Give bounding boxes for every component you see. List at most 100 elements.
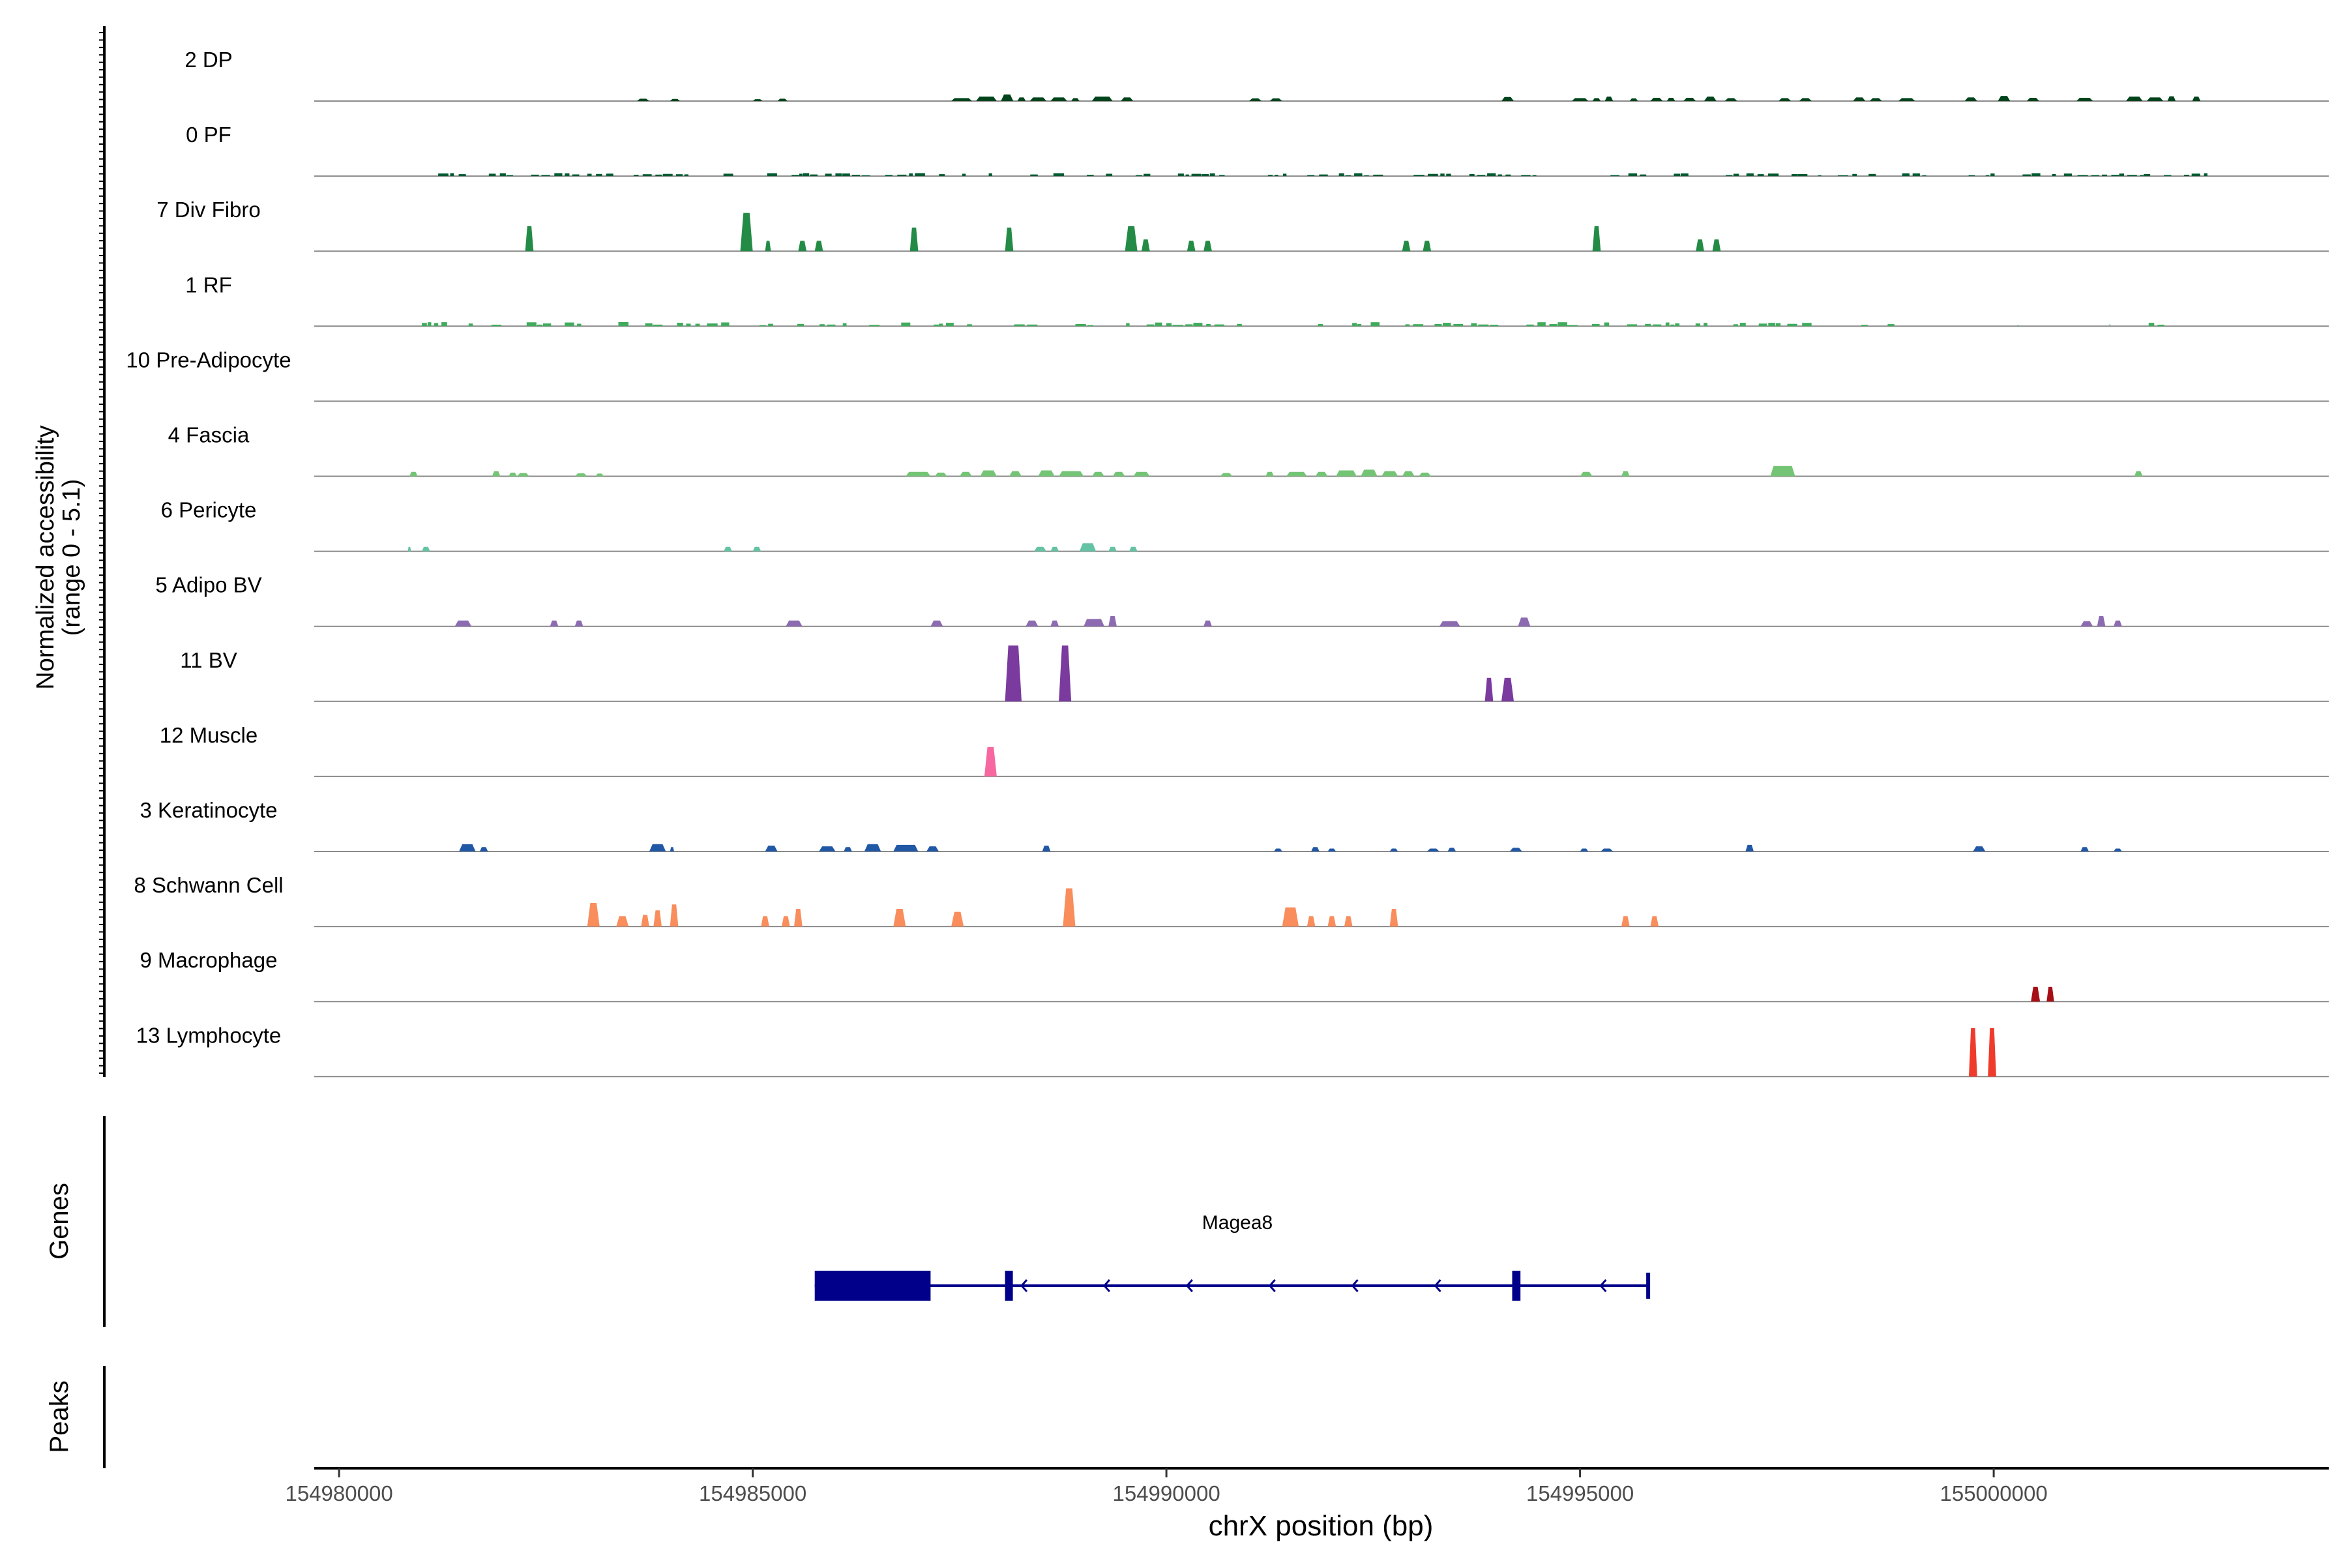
coverage-peak: [1770, 466, 1795, 477]
coverage-peak: [934, 472, 947, 477]
coverage-peak: [1030, 174, 1038, 177]
coverage-peak: [2144, 174, 2151, 177]
track-2: 0 PF: [186, 123, 2329, 177]
coverage-peak: [422, 546, 430, 552]
coverage-peak: [934, 324, 939, 327]
coverage-peak: [1087, 175, 1094, 177]
coverage-peak: [459, 844, 476, 851]
coverage-peak: [1121, 97, 1134, 101]
coverage-peak: [842, 173, 850, 177]
coverage-peak: [574, 620, 583, 627]
coverage-peak: [810, 174, 818, 177]
coverage-peak: [1674, 173, 1681, 177]
coverage-peak: [814, 241, 823, 252]
coverage-peak: [740, 213, 753, 252]
coverage-peak: [1666, 98, 1675, 101]
coverage-peak: [1005, 228, 1014, 252]
coverage-peak: [653, 910, 662, 927]
coverage-peak: [595, 473, 604, 477]
coverage-peak: [1193, 323, 1203, 327]
coverage-peak: [1075, 324, 1086, 327]
coverage-peak: [1964, 97, 1977, 101]
coverage-peak: [794, 909, 803, 927]
strand-arrow-icon: [1268, 1279, 1276, 1292]
coverage-peak: [541, 175, 550, 177]
coverage-peak: [1969, 1028, 1977, 1077]
coverage-peak: [768, 323, 773, 327]
coverage-peak: [2157, 325, 2164, 327]
coverage-peak: [1027, 324, 1038, 327]
coverage-peak: [1187, 241, 1196, 252]
coverage-peak: [2148, 323, 2155, 327]
coverage-peak: [752, 546, 761, 552]
coverage-peak: [893, 844, 919, 851]
coverage-peak: [1869, 98, 1882, 101]
track-3: 7 Div Fibro: [156, 198, 2329, 252]
coverage-peak: [2026, 98, 2039, 101]
coverage-peak: [1144, 173, 1151, 177]
coverage-peak: [1601, 848, 1614, 851]
coverage-peak: [1087, 325, 1093, 327]
coverage-peak: [2127, 175, 2137, 177]
coverage-peak: [1650, 916, 1659, 927]
coverage-peak: [1079, 543, 1097, 552]
coverage-peak: [1177, 173, 1184, 177]
coverage-peak: [458, 174, 466, 177]
coverage-peak: [1319, 174, 1328, 177]
coverage-peak: [2111, 175, 2119, 177]
coverage-peak: [1166, 323, 1172, 327]
track-9: 11 BV: [180, 645, 2329, 702]
coverage-peak: [1185, 324, 1193, 327]
coverage-peak: [1172, 325, 1183, 327]
coverage-peak: [1345, 175, 1351, 177]
coverage-peak: [1440, 173, 1445, 177]
coverage-peak: [765, 846, 778, 851]
coverage-peak: [980, 470, 997, 477]
coverage-peak: [677, 323, 683, 327]
coverage-peak: [1776, 323, 1781, 327]
coverage-peak: [1389, 848, 1398, 851]
coverage-peak: [976, 96, 997, 101]
coverage-peak: [1537, 322, 1546, 327]
coverage-peak: [1327, 916, 1336, 927]
coverage-peak: [1988, 1028, 1996, 1077]
track-label: 8 Schwann Cell: [134, 873, 283, 897]
coverage-peak: [676, 174, 683, 177]
coverage-peak: [1922, 175, 1926, 177]
coverage-peak: [1063, 888, 1076, 927]
coverage-peak: [438, 173, 449, 177]
coverage-peak: [1209, 173, 1215, 177]
coverage-peak: [531, 174, 539, 177]
coverage-peak: [499, 173, 506, 177]
coverage-peak: [984, 747, 997, 777]
coverage-peak: [577, 323, 582, 327]
coverage-peak: [554, 173, 563, 177]
coverage-peak: [1203, 241, 1212, 252]
coverage-peak: [1627, 324, 1638, 327]
x-axis-label: chrX position (bp): [1209, 1510, 1434, 1542]
coverage-peak: [2046, 986, 2054, 1002]
coverage-peak: [2119, 173, 2124, 177]
coverage-peak: [1014, 324, 1025, 327]
coverage-peak: [1203, 620, 1212, 627]
coverage-peak: [1142, 239, 1150, 252]
coverage-peak: [1220, 473, 1233, 477]
coverage-peak: [1610, 175, 1619, 177]
coverage-peak: [1592, 226, 1601, 252]
track-5: 10 Pre-Adipocyte: [126, 348, 2329, 402]
coverage-peak: [1050, 546, 1059, 552]
coverage-peak: [606, 173, 613, 177]
coverage-peak: [1129, 546, 1138, 552]
coverage-peak: [1191, 173, 1202, 177]
coverage-peak: [670, 904, 679, 927]
coverage-peak: [1549, 323, 1557, 327]
x-axis-tick-label: 155000000: [1940, 1481, 2048, 1505]
track-label: 3 Keratinocyte: [140, 798, 278, 822]
track-label: 4 Fascia: [168, 423, 250, 447]
coverage-peak: [670, 98, 680, 101]
gene-name-label: Magea8: [1202, 1212, 1273, 1234]
genes-track: Genes Magea8: [45, 1116, 1651, 1327]
strand-arrow-icon: [1020, 1279, 1028, 1292]
coverage-peak: [653, 324, 663, 327]
coverage-peak: [1792, 174, 1797, 177]
